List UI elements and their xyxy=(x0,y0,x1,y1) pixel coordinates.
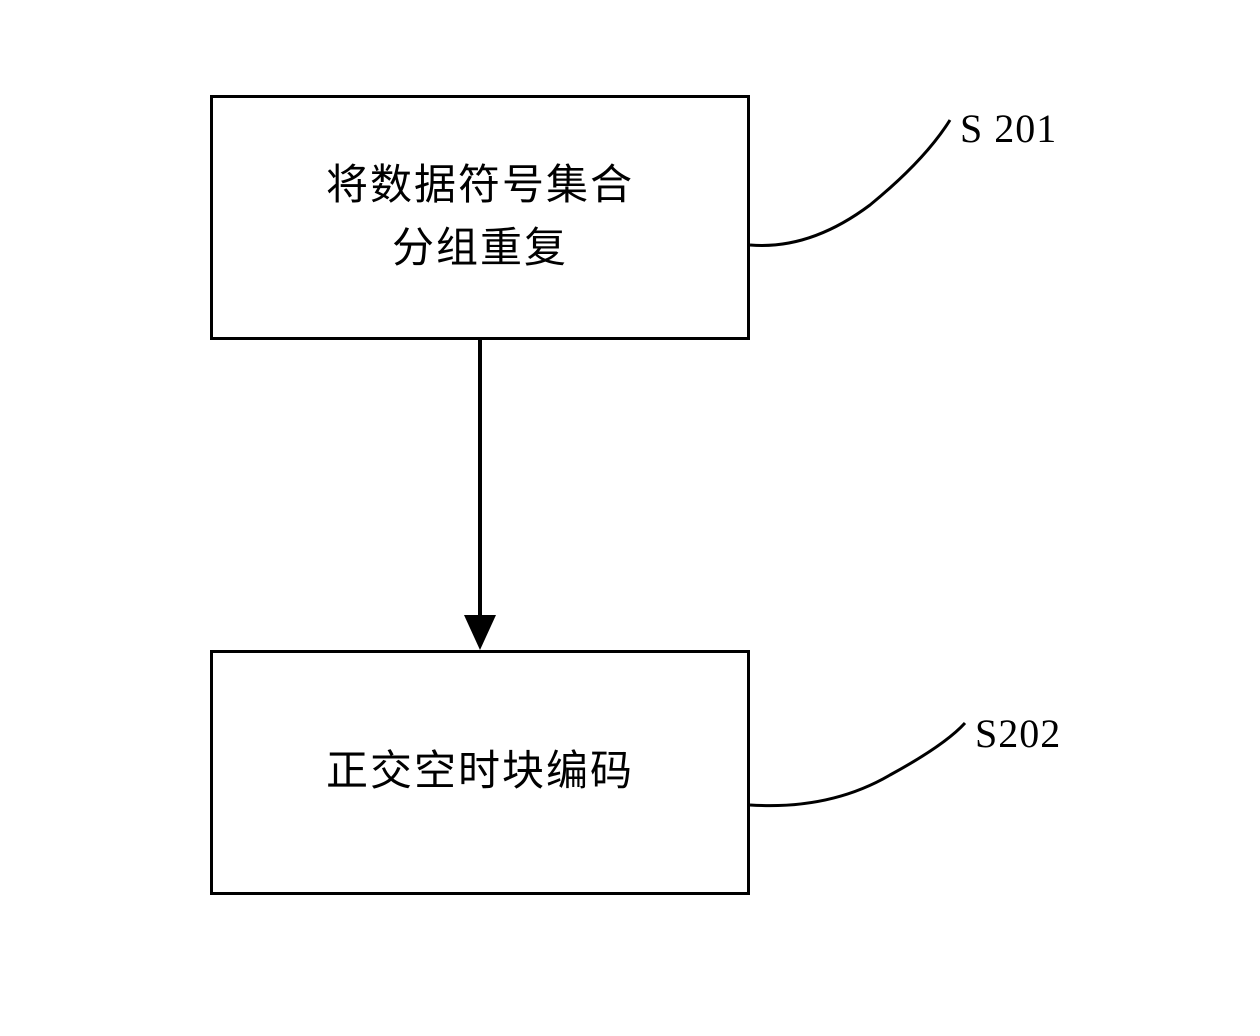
arrow-connector xyxy=(478,340,482,650)
step-2-text-line-1: 正交空时块编码 xyxy=(326,741,634,804)
callout-step-1: S 201 xyxy=(750,105,1100,255)
flowchart-container: 将数据符号集合 分组重复 正交空时块编码 S 201 S202 xyxy=(180,95,1080,945)
arrow-line xyxy=(478,340,482,620)
step-1-text-line-1: 将数据符号集合 xyxy=(326,155,634,218)
callout-step-2: S202 xyxy=(750,705,1100,835)
arrow-head-icon xyxy=(464,615,496,650)
step-1-text-line-2: 分组重复 xyxy=(392,218,568,281)
callout-label-1: S 201 xyxy=(960,105,1057,152)
callout-curve-icon xyxy=(750,705,980,835)
callout-label-2: S202 xyxy=(975,710,1061,757)
callout-curve-icon xyxy=(750,105,970,265)
flow-step-1: 将数据符号集合 分组重复 xyxy=(210,95,750,340)
flow-step-2: 正交空时块编码 xyxy=(210,650,750,895)
